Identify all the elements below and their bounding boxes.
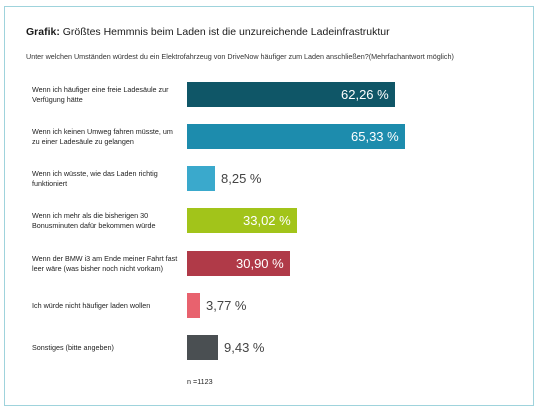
value-label: 8,25 % <box>221 171 262 186</box>
category-label: Wenn ich keinen Umweg fahren müsste, um … <box>32 127 173 146</box>
category-label: Wenn ich häufiger eine freie Ladesäule z… <box>32 85 169 104</box>
chart-title-text: Größtes Hemmnis beim Laden ist die unzur… <box>59 26 390 38</box>
bar <box>187 82 395 107</box>
bar <box>187 335 218 360</box>
category-label: Ich würde nicht häufiger laden wollen <box>32 301 151 310</box>
chart-title: Grafik: Größtes Hemmnis beim Laden ist d… <box>26 26 390 38</box>
bar <box>187 293 200 318</box>
chart-title-lead: Grafik: <box>26 26 60 38</box>
value-label: 9,43 % <box>224 340 265 355</box>
chart-subtitle: Unter welchen Umständen würdest du ein E… <box>26 52 454 61</box>
category-label: Wenn ich wüsste, wie das Laden richtig f… <box>32 169 158 188</box>
value-label: 62,26 % <box>341 87 389 102</box>
value-label: 65,33 % <box>351 129 399 144</box>
value-label: 30,90 % <box>236 256 284 271</box>
category-label: Sonstiges (bitte angeben) <box>32 343 114 352</box>
chart-frame <box>4 6 534 406</box>
category-label: Wenn der BMW i3 am Ende meiner Fahrt fas… <box>32 254 178 273</box>
bar <box>187 124 405 149</box>
bar <box>187 208 297 233</box>
bar <box>187 251 290 276</box>
category-label: Wenn ich mehr als die bisherigen 30 Bonu… <box>32 211 156 230</box>
bar <box>187 166 215 191</box>
value-label: 3,77 % <box>206 298 247 313</box>
sample-size-note: n =1123 <box>187 377 213 386</box>
value-label: 33,02 % <box>243 213 291 228</box>
